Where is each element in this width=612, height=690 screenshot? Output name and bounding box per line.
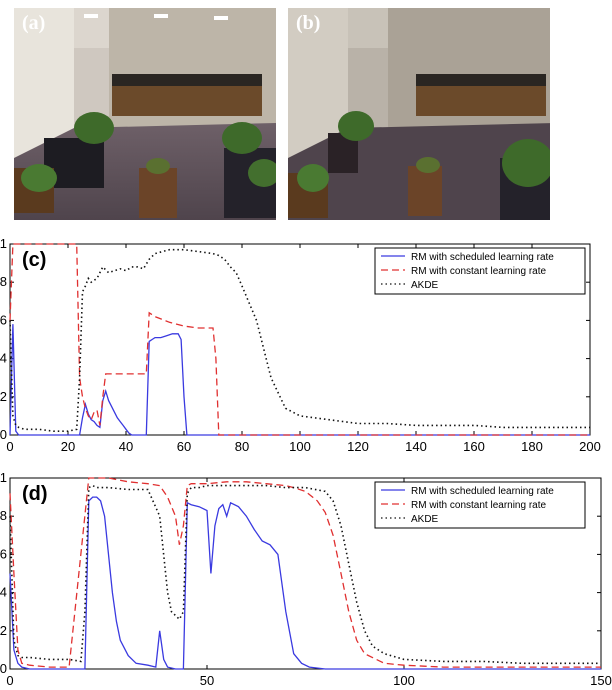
legend: RM with scheduled learning rate RM with c…: [374, 247, 586, 295]
series-line-3: [9, 484, 601, 665]
y-tick-label: 0: [0, 661, 7, 676]
y-tick-label: 8: [0, 508, 7, 523]
x-tick-label: 100: [289, 439, 311, 454]
x-tick-label: 100: [393, 673, 415, 688]
x-tick-label: 50: [200, 673, 214, 688]
panel-label: (d): [22, 483, 48, 505]
legend-label: AKDE: [411, 280, 439, 291]
x-tick-label: 20: [61, 439, 75, 454]
legend-label: RM with scheduled learning rate: [411, 252, 554, 263]
x-tick-label: 120: [347, 439, 369, 454]
x-tick-label: 80: [235, 439, 249, 454]
legend-label: RM with scheduled learning rate: [411, 486, 554, 497]
plot-d: 0 50 100 150 0 2 4 6 8 1 (d) RM with scheduled lear…: [0, 470, 612, 688]
panel-label: (c): [22, 249, 46, 271]
y-tick-label: 1: [0, 470, 7, 485]
y-tick-label: 6: [0, 312, 7, 327]
y-tick-label: 2: [0, 623, 7, 638]
series-line-2: [9, 243, 590, 436]
x-tick-label: 180: [521, 439, 543, 454]
office-photo-a: (a): [14, 8, 276, 220]
x-tick-label: 0: [6, 673, 13, 688]
series-line-2: [9, 477, 601, 668]
office-photo-b: (b): [288, 8, 550, 220]
series-line-1: [9, 324, 590, 436]
photo-label-a: (a): [22, 12, 46, 34]
x-tick-label: 40: [119, 439, 133, 454]
legend-label: RM with constant learning rate: [411, 266, 547, 277]
y-tick-label: 0: [0, 427, 7, 442]
legend-label: RM with constant learning rate: [411, 500, 547, 511]
series-line-1: [9, 496, 601, 670]
x-tick-label: 160: [463, 439, 485, 454]
y-tick-label: 4: [0, 585, 7, 600]
x-tick-label: 150: [590, 673, 612, 688]
x-tick-label: 60: [177, 439, 191, 454]
legend-box: [374, 247, 586, 295]
y-tick-label: 8: [0, 274, 7, 289]
photo-label-b: (b): [296, 12, 321, 34]
y-tick-label: 6: [0, 546, 7, 561]
legend-box: [374, 481, 586, 529]
x-tick-label: 200: [579, 439, 601, 454]
legend-label: AKDE: [411, 514, 439, 525]
y-tick-label: 4: [0, 351, 7, 366]
legend: RM with scheduled learning rate RM with c…: [374, 481, 586, 529]
y-tick-label: 2: [0, 389, 7, 404]
x-tick-label: 0: [6, 439, 13, 454]
plot-c: 0 20 40 60 80 100 120 140 160 180 200 0 2 4 6 8 1 (c) RM w…: [0, 236, 601, 454]
series-line-3: [9, 248, 590, 432]
y-tick-label: 1: [0, 236, 7, 251]
x-tick-label: 140: [405, 439, 427, 454]
